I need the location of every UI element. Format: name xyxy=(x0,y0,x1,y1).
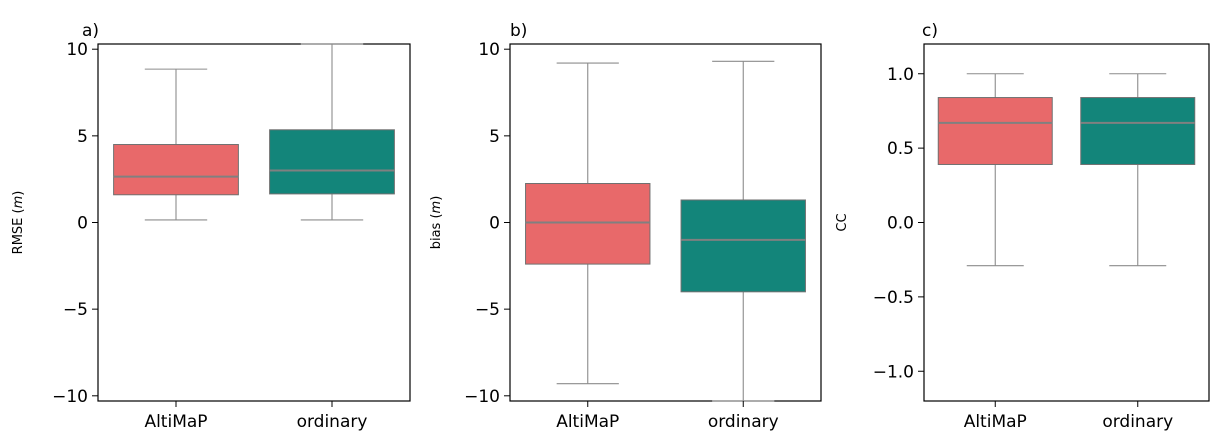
panel-label: c) xyxy=(922,21,938,41)
x-tick-label: ordinary xyxy=(297,412,368,432)
y-tick-label: −10 xyxy=(464,387,500,407)
panel-b: b) bias (m) −10 −5 0 5 10 AltiMaP ordinary xyxy=(429,21,822,432)
y-tick-label: 1.0 xyxy=(887,65,914,85)
y-axis-label-unit: m xyxy=(11,196,26,209)
x-tick-label: ordinary xyxy=(1102,412,1173,432)
box-ordinary xyxy=(1080,97,1196,165)
panel-label: b) xyxy=(510,21,527,41)
y-tick-label: 10 xyxy=(66,40,88,60)
y-axis-label-main: RMSE xyxy=(11,218,26,255)
y-tick-label: −5 xyxy=(475,300,500,320)
x-tick-label: AltiMaP xyxy=(144,412,207,432)
y-tick-label: 5 xyxy=(77,127,88,147)
y-tick-label: 0.0 xyxy=(887,214,914,234)
box-ordinary xyxy=(269,129,395,195)
box-ordinary xyxy=(680,199,806,293)
panel-a: a) RMSE (m) −10 −5 0 5 10 AltiMaP ordinary xyxy=(11,21,411,432)
y-tick-label: −1.0 xyxy=(873,362,914,382)
y-axis-label: RMSE (m) xyxy=(11,191,26,255)
y-axis-label-unit: m xyxy=(429,201,444,214)
box-altimap xyxy=(937,97,1053,165)
y-tick-label: −0.5 xyxy=(873,288,914,308)
box-altimap xyxy=(113,144,239,196)
y-tick-label: −10 xyxy=(52,387,88,407)
x-tick-label: AltiMaP xyxy=(556,412,619,432)
panel-label: a) xyxy=(82,21,99,41)
y-tick-label: −5 xyxy=(63,300,88,320)
y-tick-label: 5 xyxy=(489,127,500,147)
y-tick-label: 10 xyxy=(478,40,500,60)
plot-frame xyxy=(97,43,411,402)
y-axis-label: CC xyxy=(835,213,850,231)
y-axis-label: bias (m) xyxy=(429,196,444,250)
box-altimap xyxy=(525,183,651,265)
y-tick-label: 0 xyxy=(77,214,88,234)
x-tick-label: AltiMaP xyxy=(964,412,1027,432)
y-tick-label: 0.5 xyxy=(887,139,914,159)
panel-c: c) CC −1.0 −0.5 0.0 0.5 1.0 AltiMaP ordinary xyxy=(835,21,1210,432)
y-tick-label: 0 xyxy=(489,214,500,234)
y-axis-label-main: bias xyxy=(429,222,444,249)
x-tick-label: ordinary xyxy=(708,412,779,432)
